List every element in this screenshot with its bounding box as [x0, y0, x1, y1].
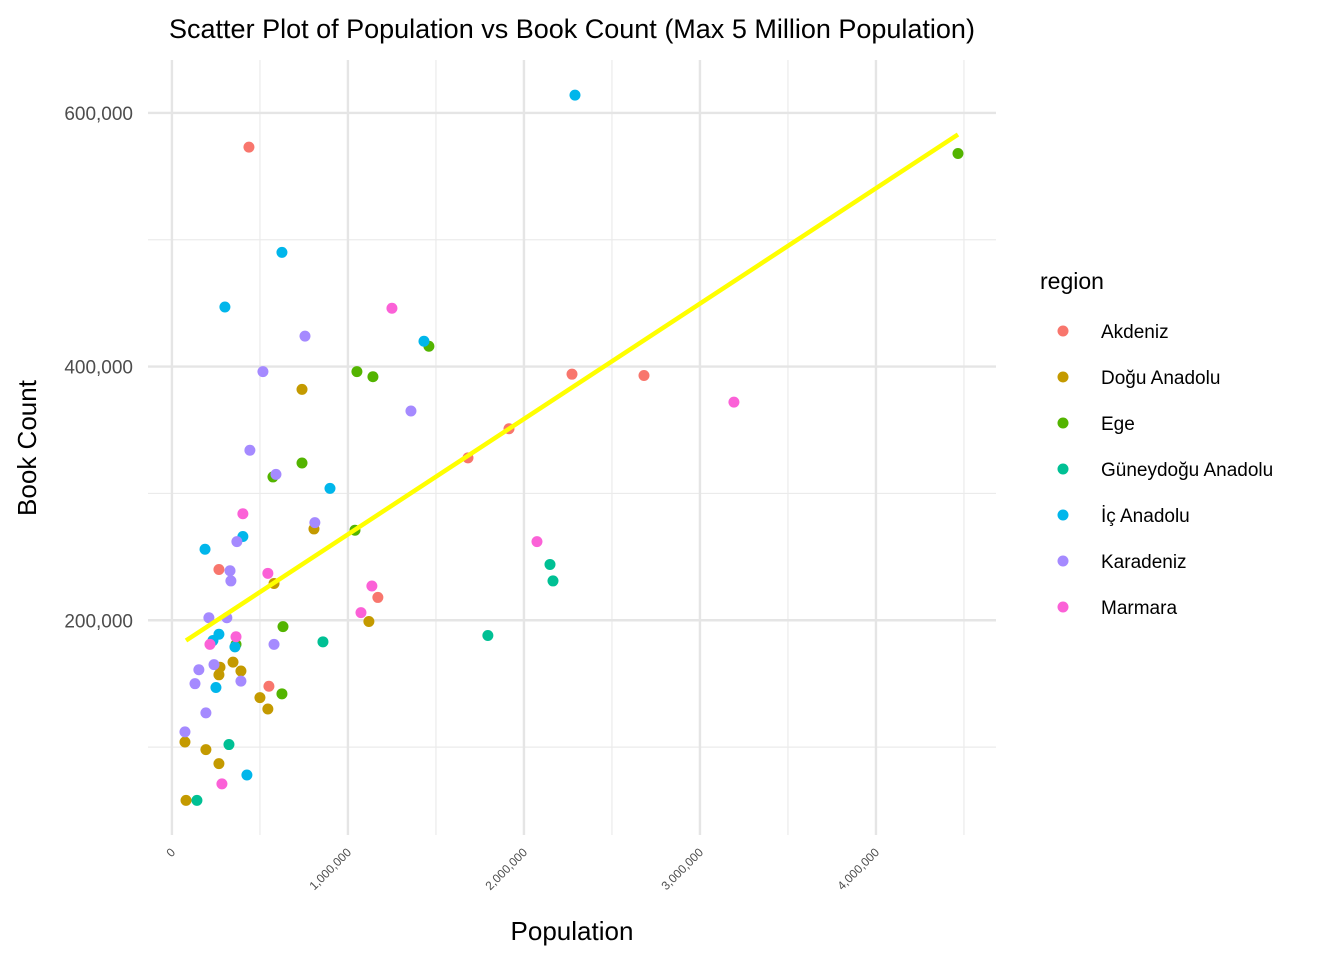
point: [208, 659, 220, 671]
point: [268, 638, 280, 650]
x-tick-label: 3,000,000: [658, 845, 706, 893]
point: [317, 636, 329, 648]
point: [203, 612, 215, 624]
y-axis-label: Book Count: [12, 379, 42, 516]
point: [324, 482, 336, 494]
point: [213, 669, 225, 681]
point: [243, 141, 255, 153]
legend-marker: [1057, 509, 1069, 521]
legend-marker: [1057, 417, 1069, 429]
legend-label: Akdeniz: [1101, 322, 1169, 343]
point: [200, 744, 212, 756]
legend-label: İç Anadolu: [1101, 506, 1190, 527]
point: [728, 396, 740, 408]
point: [299, 330, 311, 342]
y-tick-label: 200,000: [64, 611, 133, 632]
point: [351, 366, 363, 378]
legend-marker: [1057, 601, 1069, 613]
point: [309, 517, 321, 529]
point: [263, 680, 275, 692]
point: [180, 794, 192, 806]
point: [257, 366, 269, 378]
point: [270, 468, 282, 480]
point: [210, 681, 222, 693]
point: [254, 692, 266, 704]
point: [244, 444, 256, 456]
x-tick-label: 1,000,000: [306, 845, 354, 893]
point: [386, 302, 398, 314]
point: [193, 664, 205, 676]
y-tick-label: 400,000: [64, 358, 133, 379]
point: [231, 536, 243, 548]
x-axis-label: Population: [511, 916, 634, 946]
y-tick-label: 600,000: [64, 104, 133, 125]
x-tick-label: 2,000,000: [482, 845, 530, 893]
point: [952, 147, 964, 159]
legend-label: Doğu Anadolu: [1101, 368, 1220, 389]
point: [482, 629, 494, 641]
point: [276, 246, 288, 258]
x-tick-label: 0: [163, 845, 178, 860]
point: [544, 558, 556, 570]
point: [224, 565, 236, 577]
legend-label: Marmara: [1101, 598, 1177, 619]
point: [569, 89, 581, 101]
legend-marker: [1057, 325, 1069, 337]
point: [229, 641, 241, 653]
point: [235, 665, 247, 677]
point: [262, 567, 274, 579]
point: [225, 575, 237, 587]
point: [219, 301, 231, 313]
point: [296, 383, 308, 395]
legend-label: Ege: [1101, 414, 1135, 435]
point: [230, 631, 242, 643]
legend-marker: [1057, 463, 1069, 475]
point: [367, 371, 379, 383]
point: [547, 575, 559, 587]
point: [213, 564, 225, 576]
point: [355, 607, 367, 619]
point: [296, 457, 308, 469]
point: [638, 369, 650, 381]
trend-line: [184, 132, 960, 643]
chart-title: Scatter Plot of Population vs Book Count…: [169, 14, 975, 44]
point: [241, 769, 253, 781]
legend-label: Güneydoğu Anadolu: [1101, 460, 1273, 481]
point: [366, 580, 378, 592]
legend-label: Karadeniz: [1101, 552, 1187, 573]
point: [276, 688, 288, 700]
point: [189, 678, 201, 690]
point: [223, 739, 235, 751]
legend-marker: [1057, 555, 1069, 567]
point: [363, 616, 375, 628]
point: [213, 758, 225, 770]
point: [531, 536, 543, 548]
point: [566, 368, 578, 380]
point: [191, 794, 203, 806]
legend-marker: [1057, 371, 1069, 383]
point: [179, 726, 191, 738]
point: [227, 656, 239, 668]
legend-title: region: [1040, 268, 1104, 294]
point: [262, 703, 274, 715]
point: [204, 638, 216, 650]
point: [235, 675, 247, 687]
point: [237, 508, 249, 520]
point: [277, 621, 289, 633]
x-tick-label: 4,000,000: [834, 845, 882, 893]
point: [199, 543, 211, 555]
point: [216, 778, 228, 790]
point: [418, 335, 430, 347]
point: [405, 405, 417, 417]
point: [372, 591, 384, 603]
point: [179, 736, 191, 748]
point: [200, 707, 212, 719]
